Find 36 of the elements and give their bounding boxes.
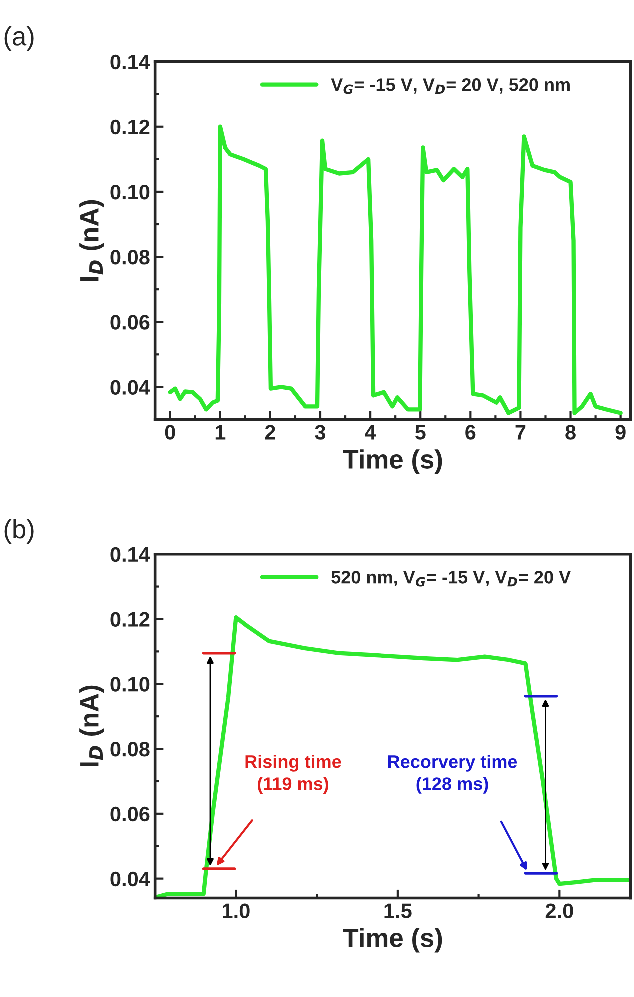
y-tick-label: 0.08 xyxy=(110,250,150,265)
x-axis-title: Time (s) xyxy=(343,928,442,953)
x-tick-label: 6 xyxy=(466,425,476,440)
legend-label: V$_{G}$= -15 V, V$_{D}$= 20 V, 520 nm xyxy=(331,78,570,94)
y-tick-label: 0.04 xyxy=(110,380,150,395)
x-tick-label: 8 xyxy=(566,425,576,440)
x-tick-label: 0 xyxy=(165,425,176,440)
chart-title: (a) xyxy=(4,26,34,52)
y-tick-label: 0.08 xyxy=(110,742,150,757)
y-tick-label: 0.10 xyxy=(110,184,150,200)
x-tick-label: 1.5 xyxy=(384,904,412,918)
x-tick-label: 4 xyxy=(365,425,376,440)
annotation: Recorvery time (128 ms) xyxy=(388,755,518,794)
y-tick-label: 0.06 xyxy=(110,315,150,330)
x-tick-label: 5 xyxy=(415,425,426,440)
y-tick-label: 0.14 xyxy=(110,54,150,70)
y-axis-title: I$_{D}$ (nA) xyxy=(80,200,104,281)
y-tick-label: 0.06 xyxy=(110,806,150,822)
annotation: Rising time (119 ms) xyxy=(246,754,342,794)
x-tick-label: 2.0 xyxy=(546,904,574,918)
y-tick-label: 0.14 xyxy=(110,547,150,562)
y-tick-label: 0.12 xyxy=(110,612,150,627)
y-axis-title: I$_{D}$ (nA) xyxy=(80,686,104,767)
x-tick-label: 9 xyxy=(616,425,626,440)
y-tick-label: 0.04 xyxy=(110,872,150,887)
y-tick-label: 0.12 xyxy=(110,120,150,135)
chart-title: (b) xyxy=(4,519,34,544)
x-tick-label: 3 xyxy=(315,425,326,440)
x-tick-label: 2 xyxy=(265,425,276,440)
x-tick-label: 7 xyxy=(516,425,526,440)
x-axis-title: Time (s) xyxy=(343,450,442,474)
line-series xyxy=(168,124,623,416)
x-tick-label: 1 xyxy=(216,425,226,440)
legend-label: 520 nm, V$_{G}$= -15 V, V$_{D}$= 20 V xyxy=(332,571,571,587)
y-tick-label: 0.10 xyxy=(110,677,150,692)
x-tick-label: 1.0 xyxy=(223,904,250,918)
